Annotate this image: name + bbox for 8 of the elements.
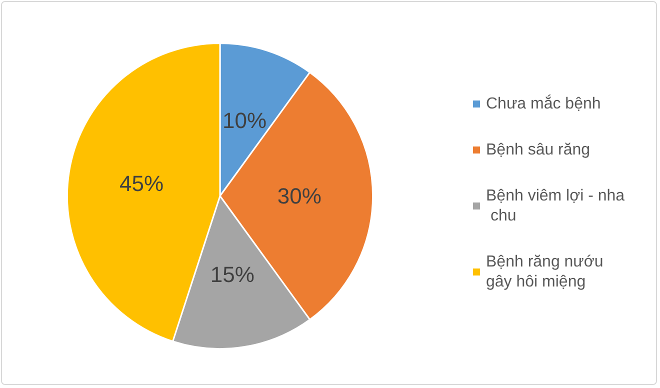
- data-label: 45%: [120, 171, 164, 196]
- data-label: 10%: [222, 108, 267, 133]
- legend-label: Bệnh sâu răng: [486, 142, 590, 158]
- legend-label: Chưa mắc bệnh: [486, 94, 601, 112]
- legend-label: Bệnh viêm lợi - nha chu: [486, 188, 625, 224]
- legend-label: Bệnh răng nướu gây hôi miệng: [486, 254, 608, 290]
- data-label: 30%: [277, 184, 322, 208]
- data-label: 15%: [210, 262, 254, 287]
